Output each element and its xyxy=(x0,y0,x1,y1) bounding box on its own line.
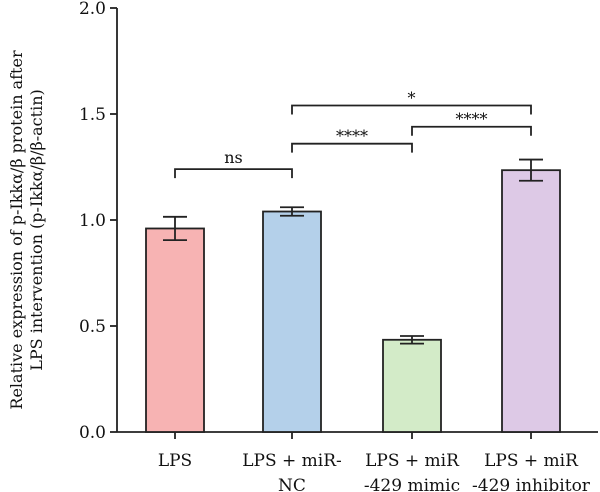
significance-label: * xyxy=(408,89,416,108)
y-tick-label: 1.5 xyxy=(79,105,106,125)
significance-label: ns xyxy=(224,148,243,167)
bar xyxy=(501,169,561,433)
x-category-label: NC xyxy=(278,476,306,492)
bar xyxy=(382,338,442,433)
y-tick-label: 0.5 xyxy=(79,317,106,337)
x-category-label: -429 mimic xyxy=(364,476,460,492)
significance-bracket xyxy=(291,104,532,115)
bars xyxy=(145,169,561,433)
bar xyxy=(145,227,205,433)
x-category-label: -429 inhibitor xyxy=(472,476,591,492)
x-category-label: LPS xyxy=(158,451,192,471)
significance-label: **** xyxy=(336,127,368,146)
y-axis-title: Relative expression of p-Ikkα/β protein … xyxy=(7,50,46,410)
x-category-label: LPS + miR- xyxy=(242,451,342,471)
x-category-label: LPS + miR xyxy=(365,451,460,471)
y-tick-label: 2.0 xyxy=(79,0,106,19)
y-tick-label: 0.0 xyxy=(79,423,106,443)
significance-bracket xyxy=(411,125,532,136)
significance-label: **** xyxy=(456,110,488,129)
significance-brackets: ns********* xyxy=(174,89,532,179)
error-bars xyxy=(163,158,543,345)
y-axis-title-line: Relative expression of p-Ikkα/β protein … xyxy=(7,50,26,410)
x-tick-labels: LPS LPS + miR- NC LPS + miR -429 mimic LPS + … xyxy=(158,451,591,492)
significance-bracket xyxy=(291,142,413,153)
significance-bracket xyxy=(174,168,293,179)
y-tick-label: 1.0 xyxy=(79,211,106,231)
bar xyxy=(262,210,322,433)
x-category-label: LPS + miR xyxy=(484,451,579,471)
y-axis-title-line: LPS intervention (p-Ikkα/β/β-actin) xyxy=(27,89,46,370)
y-ticks: 0.0 0.5 1.0 1.5 2.0 xyxy=(79,0,117,443)
